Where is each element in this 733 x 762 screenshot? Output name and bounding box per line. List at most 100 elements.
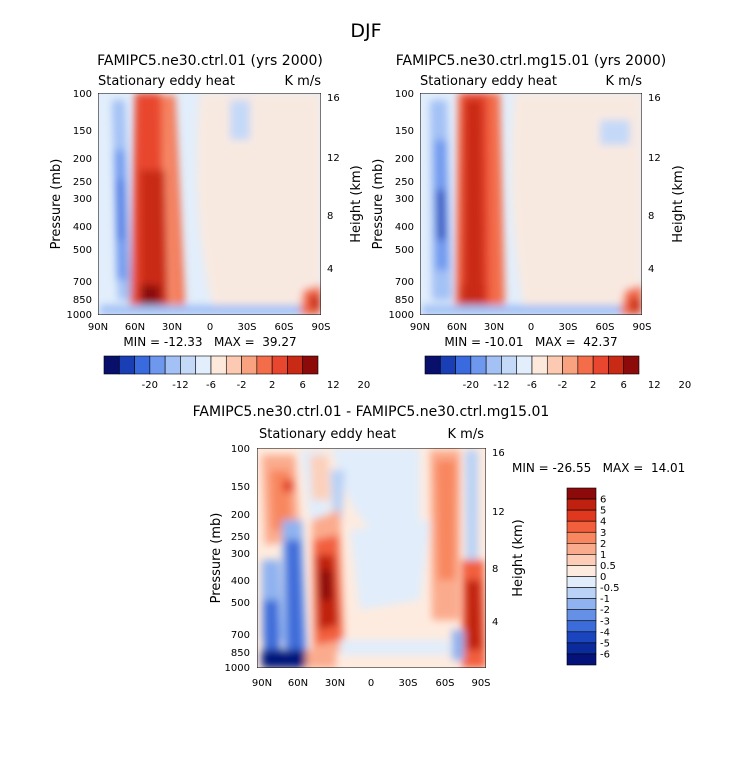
panel-2-ylabel-right: Height (km) <box>671 165 686 242</box>
colorbar-label: 6 <box>621 380 627 391</box>
colorbar-swatch <box>256 355 273 375</box>
panel-2-x-ticks: 90N 60N 30N 0 30S 60S 90S <box>410 322 652 333</box>
tick-label: 60N <box>288 678 308 689</box>
tick-label: 16 <box>492 448 505 459</box>
tick-label: 12 <box>327 153 340 164</box>
tick-label: 300 <box>395 194 414 205</box>
colorbar-label: -12 <box>172 380 188 391</box>
tick-label: 30S <box>237 322 256 333</box>
colorbar-label: 6 <box>300 380 306 391</box>
panel-1-subtitle-right: K m/s <box>285 74 322 89</box>
colorbar-label: 2 <box>600 539 606 550</box>
colorbar-swatch <box>195 355 212 375</box>
tick-label: 700 <box>231 630 250 641</box>
tick-label: 90N <box>410 322 430 333</box>
colorbar-swatch <box>287 355 304 375</box>
tick-label: 4 <box>648 264 654 275</box>
panel-1-ylabel: Pressure (mb) <box>49 159 64 250</box>
colorbar-label: -1 <box>600 594 610 605</box>
colorbar-swatch <box>592 355 609 375</box>
tick-label: 250 <box>395 177 414 188</box>
panel-2-stats: MIN = -10.01 MAX = 42.37 <box>444 335 617 349</box>
colorbar-label: -12 <box>493 380 509 391</box>
colorbar-label: 12 <box>648 380 661 391</box>
tick-label: 400 <box>231 576 250 587</box>
tick-label: 16 <box>327 93 340 104</box>
tick-label: 0 <box>207 322 213 333</box>
colorbar-label: -20 <box>463 380 479 391</box>
panel-3-y-ticks: 100 150 200 250 300 400 500 700 850 1000 <box>225 444 250 674</box>
colorbar-swatch <box>501 355 518 375</box>
colorbar-swatch <box>424 355 441 375</box>
tick-label: 4 <box>327 264 333 275</box>
tick-label: 850 <box>73 295 92 306</box>
colorbar-label: 1 <box>600 550 606 561</box>
tick-label: 700 <box>395 277 414 288</box>
tick-label: 400 <box>395 222 414 233</box>
tick-label: 1000 <box>67 310 92 321</box>
colorbar-swatch <box>210 355 227 375</box>
panel-1-height-ticks: 16 12 8 4 <box>327 93 340 275</box>
tick-label: 30N <box>484 322 504 333</box>
tick-label: 500 <box>231 598 250 609</box>
panel-2-height-ticks: 16 12 8 4 <box>648 93 661 275</box>
colorbar-swatch <box>566 576 597 588</box>
panel-2-subtitle-left: Stationary eddy heat <box>420 74 557 89</box>
panel-3-stats: MIN = -26.55 MAX = 14.01 <box>512 461 685 475</box>
tick-label: 8 <box>492 564 498 575</box>
panel-1-x-ticks: 90N 60N 30N 0 30S 60S 90S <box>88 322 331 333</box>
panel-1-subtitle-left: Stationary eddy heat <box>98 74 235 89</box>
tick-label: 200 <box>73 154 92 165</box>
tick-label: 300 <box>231 549 250 560</box>
colorbar-swatch <box>566 554 597 566</box>
panel-3-x-ticks: 90N 60N 30N 0 30S 60S 90S <box>252 678 491 689</box>
tick-label: 200 <box>395 154 414 165</box>
tick-label: 1000 <box>225 663 250 674</box>
tick-label: 200 <box>231 510 250 521</box>
colorbar-swatch <box>562 355 579 375</box>
panel-2-subtitle-right: K m/s <box>606 74 643 89</box>
colorbar-swatch <box>164 355 181 375</box>
colorbar-swatch <box>623 355 640 375</box>
tick-label: 100 <box>73 89 92 100</box>
tick-label: 12 <box>648 153 661 164</box>
panel-1-field <box>98 93 321 315</box>
colorbar-swatch <box>103 355 120 375</box>
colorbar-swatch <box>608 355 625 375</box>
colorbar-label: -6 <box>527 380 537 391</box>
tick-label: 90N <box>88 322 108 333</box>
colorbar-label: 20 <box>678 380 691 391</box>
colorbar-label: 3 <box>600 528 606 539</box>
colorbar-swatch <box>566 531 597 544</box>
colorbar-swatch <box>566 631 597 644</box>
tick-label: 16 <box>648 93 661 104</box>
colorbar-label: -20 <box>142 380 158 391</box>
season-title: DJF <box>350 20 381 42</box>
tick-label: 850 <box>395 295 414 306</box>
tick-label: 300 <box>73 194 92 205</box>
tick-label: 90S <box>471 678 490 689</box>
tick-label: 30S <box>398 678 417 689</box>
panel-3-ylabel: Pressure (mb) <box>209 513 224 604</box>
colorbar-label: 6 <box>600 495 606 506</box>
panel-2-title: FAMIPC5.ne30.ctrl.mg15.01 (yrs 2000) <box>396 53 667 69</box>
colorbar-swatch <box>566 520 597 533</box>
colorbar-label: 12 <box>327 380 340 391</box>
tick-label: 8 <box>648 211 654 222</box>
colorbar-swatch <box>149 355 166 375</box>
colorbar-swatch <box>470 355 487 375</box>
colorbar-label: 4 <box>600 517 606 528</box>
tick-label: 100 <box>231 444 250 455</box>
panel-2-field <box>420 93 642 315</box>
panel-3-title: FAMIPC5.ne30.ctrl.01 - FAMIPC5.ne30.ctrl… <box>193 404 550 420</box>
panel-3-ylabel-right: Height (km) <box>511 519 526 596</box>
colorbar-swatch <box>566 620 597 633</box>
colorbar-swatch <box>566 565 597 577</box>
panel-2: FAMIPC5.ne30.ctrl.mg15.01 (yrs 2000) Sta… <box>371 53 691 391</box>
colorbar-label: 0 <box>600 572 606 583</box>
tick-label: 0 <box>368 678 374 689</box>
colorbar-swatch <box>566 509 597 522</box>
panel-3-subtitle-right: K m/s <box>448 427 485 442</box>
